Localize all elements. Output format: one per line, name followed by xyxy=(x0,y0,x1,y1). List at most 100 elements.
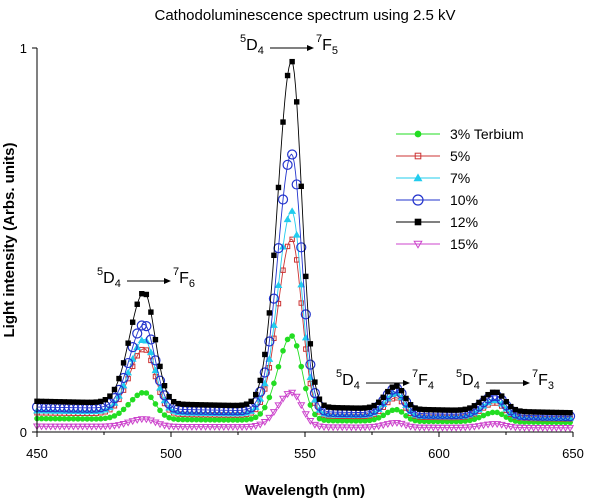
data-point xyxy=(511,424,520,432)
data-point xyxy=(228,424,237,431)
x-tick-label: 550 xyxy=(294,446,316,461)
data-point xyxy=(456,424,465,432)
data-point xyxy=(284,72,291,79)
legend-marker xyxy=(414,218,422,226)
data-point xyxy=(394,406,400,413)
data-point xyxy=(512,406,519,413)
data-point xyxy=(142,416,151,424)
data-point xyxy=(325,404,332,410)
data-point xyxy=(179,416,186,423)
transition-text: 5D4 xyxy=(456,368,480,392)
data-point xyxy=(330,417,336,424)
data-point xyxy=(447,424,456,432)
data-point xyxy=(73,423,83,431)
data-point xyxy=(380,394,386,401)
data-point xyxy=(184,401,191,408)
data-point xyxy=(420,424,429,432)
data-point xyxy=(526,409,532,415)
data-point xyxy=(316,396,323,402)
data-point xyxy=(110,422,119,430)
arrow-head xyxy=(307,45,314,51)
data-point xyxy=(433,424,443,432)
data-point xyxy=(242,423,251,431)
data-point xyxy=(474,423,484,431)
data-point xyxy=(553,409,560,416)
annot-base: D xyxy=(462,372,474,389)
data-point xyxy=(47,398,54,405)
data-point xyxy=(234,417,241,423)
data-point xyxy=(429,424,438,432)
data-point xyxy=(207,402,213,408)
data-point xyxy=(344,417,350,424)
data-point xyxy=(136,320,147,331)
data-point xyxy=(206,424,215,431)
data-point xyxy=(480,412,487,419)
data-point xyxy=(146,348,155,356)
data-point xyxy=(283,215,292,223)
data-point xyxy=(61,415,68,422)
data-point xyxy=(479,422,488,430)
data-point xyxy=(88,416,95,422)
data-point xyxy=(435,407,441,413)
legend-label: 3% Terbium xyxy=(450,126,524,142)
data-point xyxy=(552,425,561,432)
x-ticks: 450 500 550 600 650 xyxy=(26,432,584,461)
data-point xyxy=(303,385,309,392)
data-point xyxy=(392,419,402,427)
data-point xyxy=(374,423,383,431)
data-point xyxy=(401,422,411,430)
data-point xyxy=(485,391,491,398)
data-point xyxy=(184,416,191,423)
data-point xyxy=(488,421,497,428)
data-point xyxy=(143,390,150,396)
data-point xyxy=(102,415,109,422)
data-point xyxy=(93,399,99,405)
y-axis-label: Light intensity (Arbs. units) xyxy=(1,143,18,338)
data-point xyxy=(406,423,415,431)
transition-text: 5D4 xyxy=(240,33,264,57)
transition-target-text: 7F6 xyxy=(173,266,195,290)
data-point xyxy=(296,242,307,253)
data-point xyxy=(161,412,168,418)
data-point xyxy=(193,402,200,408)
data-point xyxy=(375,415,382,421)
data-point xyxy=(166,414,172,421)
data-point xyxy=(148,394,154,401)
data-point xyxy=(137,416,146,424)
data-point xyxy=(230,402,236,409)
data-point xyxy=(498,411,505,418)
data-point xyxy=(38,398,45,405)
data-point xyxy=(134,301,140,307)
data-point xyxy=(183,423,192,431)
data-point xyxy=(175,400,181,407)
data-point xyxy=(52,415,59,422)
x-tick-label: 600 xyxy=(428,446,450,461)
data-point xyxy=(412,405,418,411)
data-point xyxy=(154,375,166,386)
data-point xyxy=(193,416,200,423)
annot-sub: 4 xyxy=(115,278,121,290)
data-point xyxy=(101,423,110,431)
data-point xyxy=(471,403,478,409)
data-point xyxy=(60,423,69,431)
data-point xyxy=(165,423,174,431)
data-point xyxy=(260,419,269,426)
data-point xyxy=(216,417,223,423)
data-point xyxy=(37,423,46,431)
data-point xyxy=(129,319,136,325)
data-point xyxy=(230,417,236,423)
data-point xyxy=(538,424,547,432)
data-point xyxy=(124,419,133,427)
data-point xyxy=(389,384,396,390)
data-point xyxy=(52,398,58,405)
data-point xyxy=(265,414,274,422)
data-point xyxy=(467,417,473,424)
data-point xyxy=(88,399,95,406)
data-point xyxy=(55,423,64,431)
data-point xyxy=(252,391,259,398)
data-point xyxy=(201,424,210,431)
legend-marker xyxy=(413,240,423,249)
data-point xyxy=(124,368,133,376)
transition-text: 5D4 xyxy=(336,368,360,392)
